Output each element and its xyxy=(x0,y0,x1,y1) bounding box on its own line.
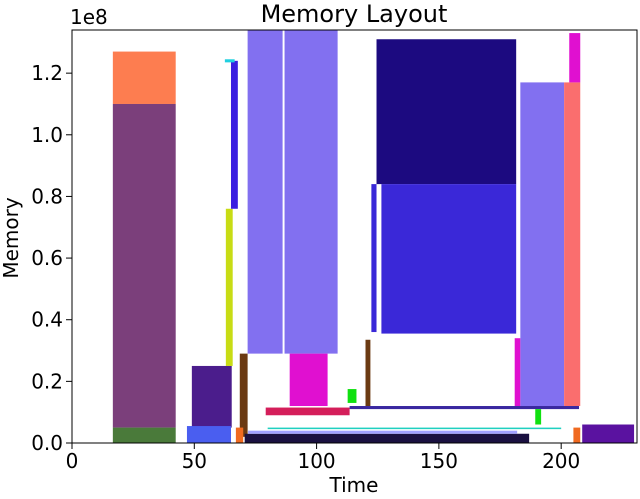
y-tick-label: 1.0 xyxy=(31,123,63,147)
plot-frame xyxy=(71,29,638,444)
block xyxy=(224,59,235,63)
block xyxy=(267,427,562,430)
block xyxy=(239,353,248,437)
block xyxy=(284,30,338,354)
block xyxy=(265,407,350,416)
x-tick-label: 100 xyxy=(297,449,335,473)
block xyxy=(112,51,176,104)
block xyxy=(573,427,581,443)
x-tick-label: 50 xyxy=(182,449,207,473)
y-axis-label: Memory xyxy=(0,197,23,279)
y-tick-label: 0.4 xyxy=(31,308,63,332)
block xyxy=(225,208,233,366)
block xyxy=(381,184,517,334)
block xyxy=(289,353,328,407)
y-tick-label: 0.6 xyxy=(31,246,63,270)
x-tick-label: 200 xyxy=(542,449,580,473)
block xyxy=(582,424,635,443)
x-tick-label: 150 xyxy=(420,449,458,473)
block xyxy=(235,427,244,443)
block xyxy=(371,184,377,333)
block xyxy=(349,406,580,410)
chart-title: Memory Layout xyxy=(261,0,448,28)
y-tick-label: 0.0 xyxy=(31,431,63,455)
x-axis-label: Time xyxy=(329,473,379,495)
y-tick-label: 0.2 xyxy=(31,369,63,393)
block xyxy=(244,433,530,443)
block xyxy=(569,33,581,83)
y-offset-label: 1e8 xyxy=(70,5,108,29)
block xyxy=(186,426,231,443)
block xyxy=(230,60,238,209)
block xyxy=(247,30,283,354)
block xyxy=(365,339,371,407)
y-tick-label: 0.8 xyxy=(31,184,63,208)
block xyxy=(535,409,542,425)
block xyxy=(514,338,521,407)
block xyxy=(191,365,232,428)
block xyxy=(347,389,357,403)
y-tick-label: 1.2 xyxy=(31,61,63,85)
block xyxy=(112,103,176,428)
block xyxy=(564,82,581,407)
block xyxy=(248,430,518,434)
x-tick-label: 0 xyxy=(66,449,79,473)
block xyxy=(112,427,176,443)
block xyxy=(376,39,517,185)
block xyxy=(520,82,565,407)
